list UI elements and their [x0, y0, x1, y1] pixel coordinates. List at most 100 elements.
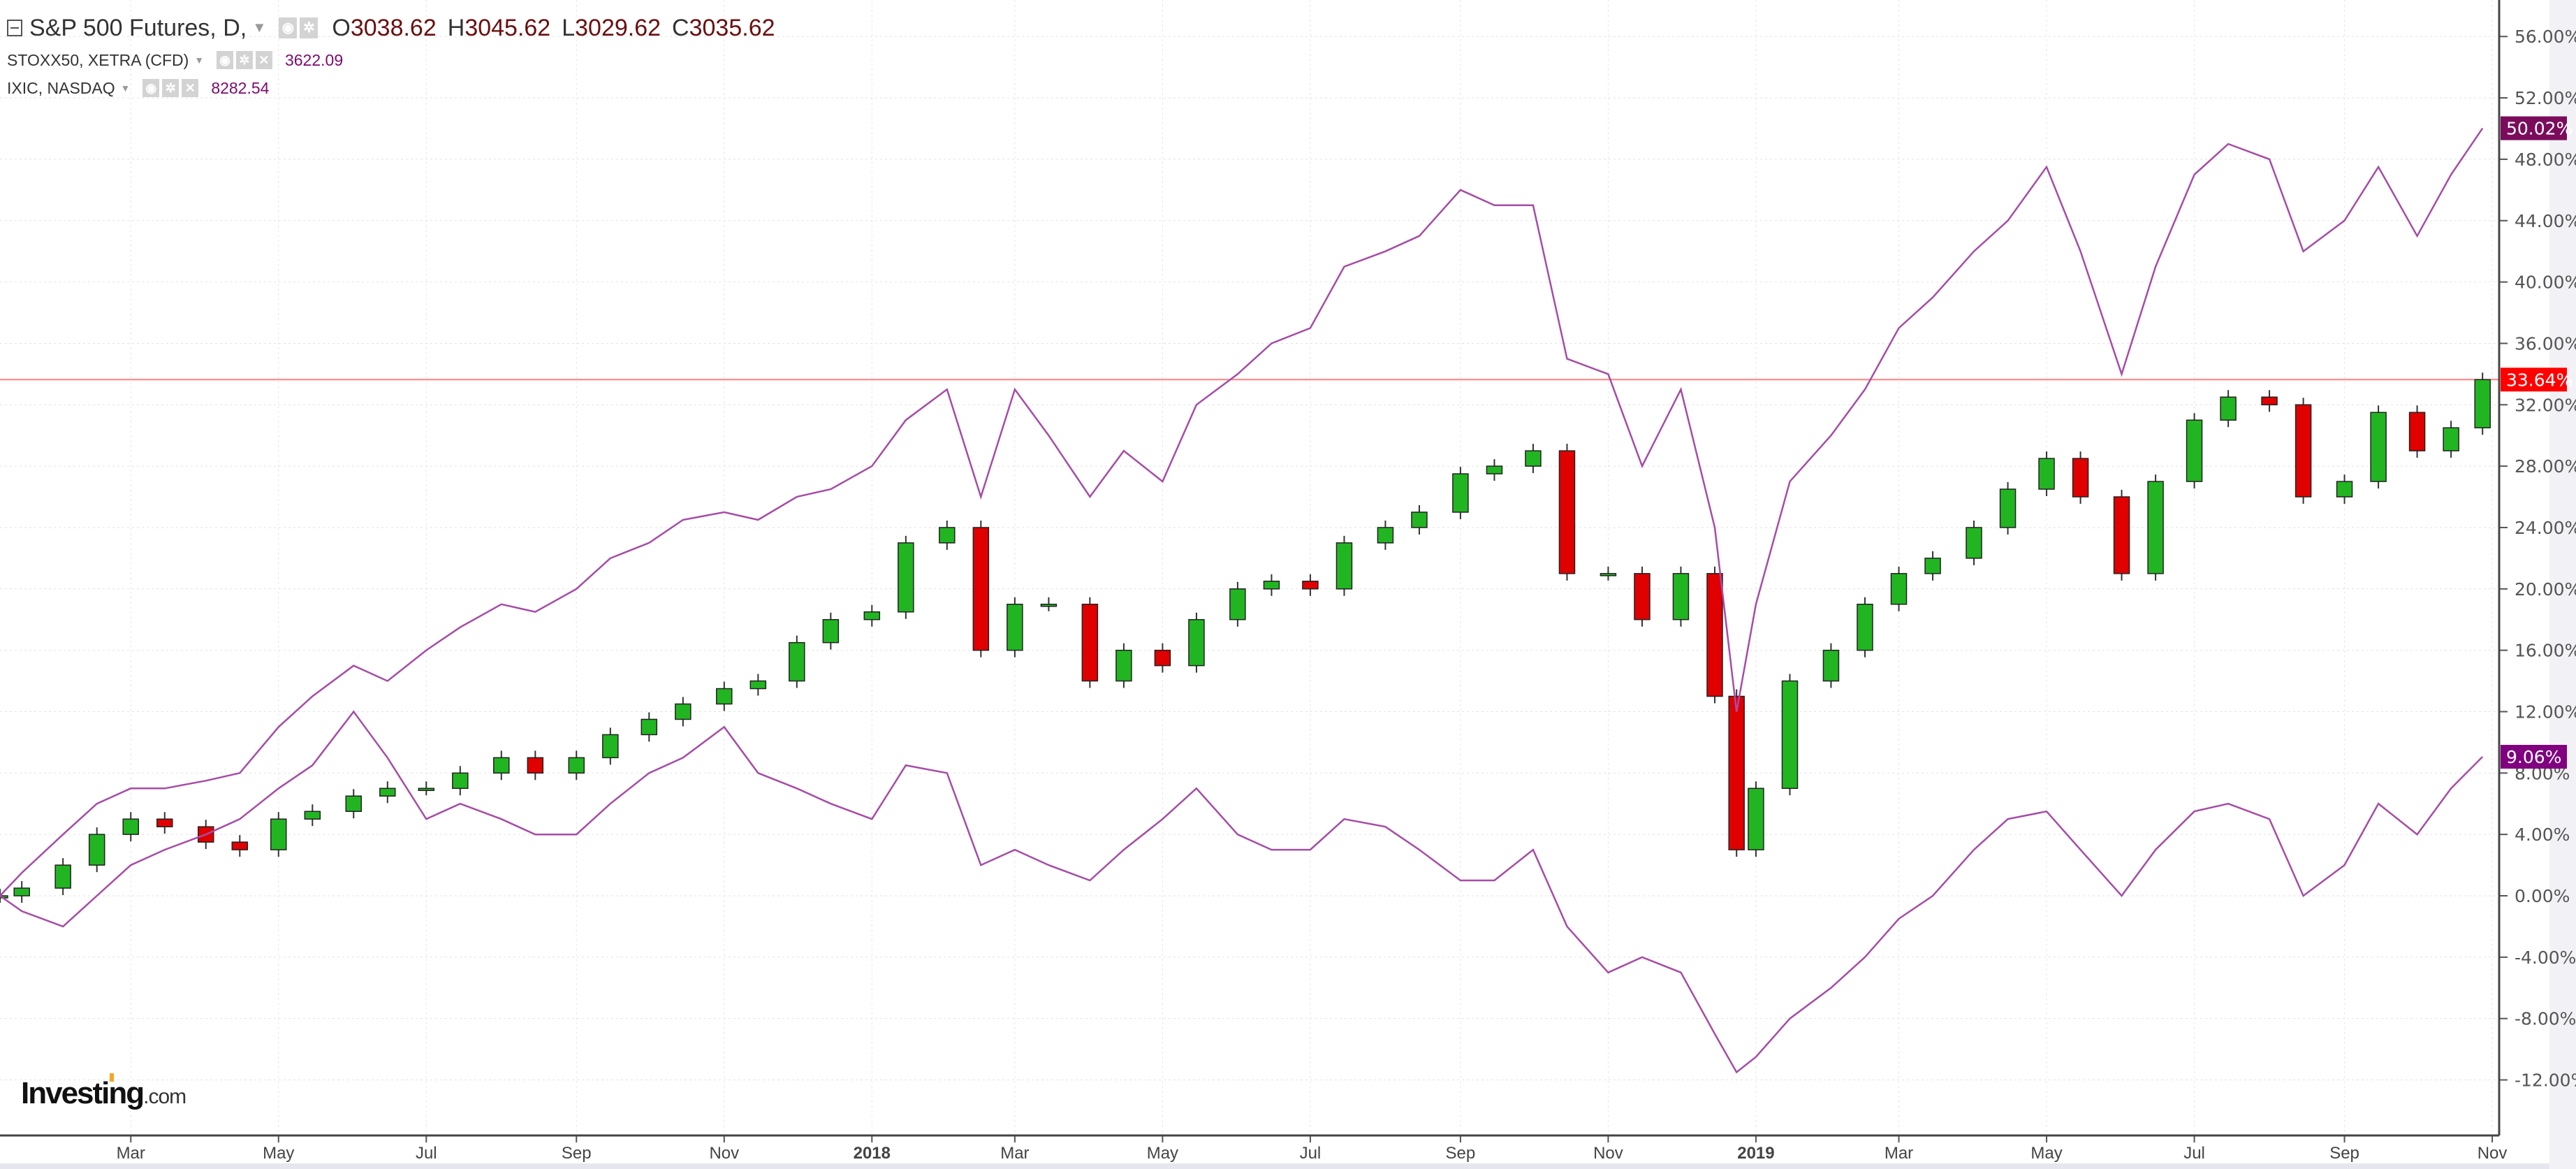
y-tick-label: -4.00%	[2515, 947, 2576, 968]
candle	[1335, 542, 1353, 590]
candle	[822, 618, 840, 644]
candle	[2474, 379, 2491, 428]
dropdown-caret-icon[interactable]: ▼	[252, 20, 267, 36]
y-tick-label: 52.00%	[2515, 88, 2576, 108]
candle	[1377, 527, 1394, 544]
y-tick-label: 12.00%	[2515, 702, 2576, 722]
y-tick-label: 40.00%	[2515, 273, 2576, 293]
candle	[1822, 649, 1840, 682]
candle	[2443, 427, 2459, 451]
candle	[972, 527, 990, 651]
y-tick-label: 16.00%	[2515, 641, 2576, 661]
candle	[749, 680, 767, 690]
series-value: 8282.54	[211, 78, 270, 97]
candle	[1452, 473, 1469, 513]
visibility-icon[interactable]: ◉	[279, 17, 298, 38]
candle	[1525, 450, 1542, 467]
legend: S&P 500 Futures, D, ▼ ◉ ✲ O 3038.62 H 3045…	[7, 10, 775, 102]
close-label: C	[672, 14, 689, 41]
candle	[1115, 649, 1132, 682]
x-tick-label: Nov	[1593, 1144, 1623, 1163]
visibility-icon[interactable]: ◉	[142, 79, 160, 97]
spx-last-label-bg	[2501, 368, 2567, 392]
series-layer	[0, 127, 2499, 1074]
candle	[1007, 604, 1023, 651]
candle	[231, 841, 249, 850]
x-tick-label: Jul	[2183, 1144, 2205, 1163]
y-tick-label: -12.00%	[2515, 1070, 2576, 1091]
series-name: IXIC, NASDAQ	[7, 78, 115, 97]
x-tick-label: May	[1147, 1144, 1178, 1163]
candle	[2408, 412, 2426, 451]
close-icon[interactable]: ✕	[182, 79, 199, 97]
candle	[568, 757, 585, 774]
candle	[1966, 527, 1982, 559]
y-tick-label: 44.00%	[2515, 211, 2576, 231]
ixic-last-label-bg	[2501, 116, 2567, 140]
candle	[2370, 412, 2387, 482]
candle	[1781, 680, 1799, 790]
x-tick-label: May	[263, 1144, 294, 1163]
candle	[1411, 511, 1428, 528]
y-tick-label: 56.00%	[2515, 27, 2576, 47]
grid	[0, 0, 2497, 1135]
candle	[939, 527, 956, 544]
candle	[1154, 649, 1171, 667]
dropdown-caret-icon[interactable]: ▼	[120, 82, 131, 94]
logo-suffix: .com	[143, 1085, 186, 1108]
ixic-line	[0, 127, 2484, 896]
candle	[0, 895, 8, 899]
candle	[1999, 488, 2017, 528]
candle	[1728, 695, 1745, 850]
x-tick-label: May	[2030, 1144, 2062, 1163]
candle	[2038, 458, 2055, 490]
x-tick-label: Nov	[709, 1144, 739, 1163]
open-label: O	[332, 14, 351, 41]
x-tick-label: Sep	[1446, 1144, 1476, 1163]
y-tick-label: 24.00%	[2515, 518, 2576, 538]
candle	[1486, 465, 1503, 474]
y-tick-label: 48.00%	[2515, 150, 2576, 170]
x-tick-label: 2019	[1737, 1144, 1774, 1163]
x-tick-label: Sep	[562, 1144, 592, 1163]
close-value: 3035.62	[689, 14, 775, 41]
gear-icon[interactable]: ✲	[235, 51, 253, 69]
gear-icon[interactable]: ✲	[162, 79, 180, 97]
candle	[2220, 396, 2237, 421]
bottom-strip	[0, 1163, 2576, 1169]
close-icon[interactable]: ✕	[255, 51, 272, 69]
candle	[2336, 481, 2353, 498]
y-tick-label: -8.00%	[2515, 1009, 2576, 1029]
candle	[1748, 787, 1764, 850]
collapse-icon[interactable]	[7, 20, 22, 36]
candle	[156, 818, 173, 827]
right-strip	[2549, 0, 2576, 1169]
candle	[2072, 458, 2089, 498]
spx-last-label: 33.64%	[2506, 370, 2573, 390]
dropdown-caret-icon[interactable]: ▼	[194, 55, 204, 66]
y-tick-label: 28.00%	[2515, 456, 2576, 477]
x-tick-label: Nov	[2478, 1144, 2508, 1163]
y-tick-label: 36.00%	[2515, 333, 2576, 354]
y-tick-label: 4.00%	[2515, 825, 2570, 845]
legend-series-ixic: IXIC, NASDAQ ▼ ◉ ✲ ✕ 8282.54	[7, 74, 775, 102]
candle	[1634, 573, 1651, 620]
candle	[1040, 604, 1058, 607]
x-tick-label: Mar	[1885, 1144, 1913, 1163]
candle	[1081, 604, 1099, 682]
candle	[418, 787, 435, 792]
candle	[1672, 573, 1690, 620]
candle	[1924, 558, 1941, 574]
open-value: 3038.62	[350, 14, 437, 41]
visibility-icon[interactable]: ◉	[216, 51, 233, 69]
gear-icon[interactable]: ✲	[300, 17, 319, 38]
candle	[452, 772, 469, 790]
y-tick-label: 32.00%	[2515, 395, 2576, 415]
candle	[1857, 604, 1873, 651]
high-label: H	[447, 14, 465, 41]
candle	[2261, 396, 2278, 406]
stoxx50-last-label: 9.06%	[2506, 747, 2561, 767]
candle	[602, 734, 619, 759]
series-name: STOXX50, XETRA (CFD)	[7, 50, 189, 69]
